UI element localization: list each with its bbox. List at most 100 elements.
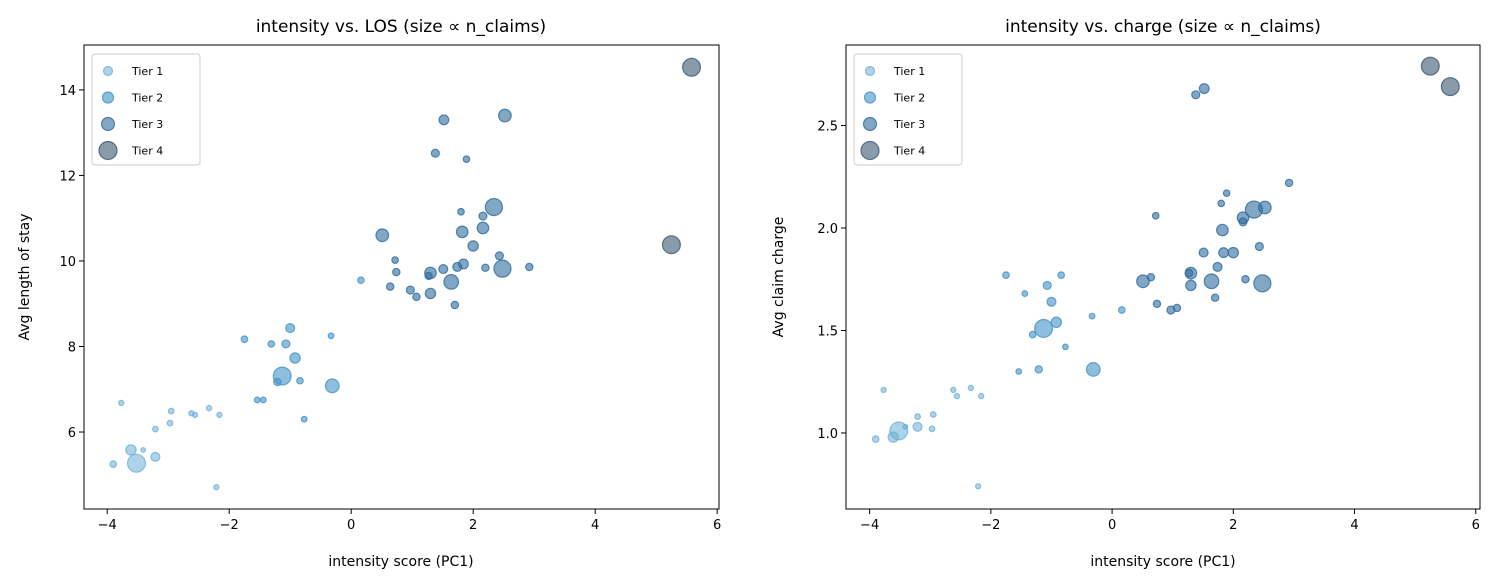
- right-scatter-panel: intensity vs. charge (size ∝ n_claims) i…: [771, 17, 1481, 570]
- data-point-tier-2: [1117, 306, 1126, 314]
- data-point-tier-3: [1217, 199, 1226, 208]
- data-point-tier-1: [167, 407, 175, 415]
- data-point-tier-1: [914, 413, 921, 420]
- data-point-tier-2: [240, 335, 249, 344]
- data-point-tier-3: [1146, 272, 1156, 282]
- legend-label: Tier 4: [893, 145, 925, 158]
- x-tick-label: 2: [469, 518, 477, 533]
- data-point-tier-3: [424, 287, 437, 300]
- data-point-tier-1: [191, 411, 199, 419]
- data-point-tier-3: [443, 274, 460, 290]
- x-tick-label: −2: [981, 518, 1000, 533]
- x-tick-label: −4: [98, 518, 117, 533]
- data-point-tier-3: [1172, 303, 1182, 313]
- data-point-tier-3: [455, 225, 469, 239]
- legend-label: Tier 3: [893, 118, 925, 131]
- data-point-tier-2: [1046, 296, 1057, 307]
- data-point-tier-3: [1212, 261, 1223, 273]
- data-point-tier-1: [928, 425, 936, 433]
- data-point-tier-2: [1088, 312, 1096, 320]
- data-point-tier-1: [967, 384, 975, 392]
- legend-label: Tier 1: [893, 65, 925, 78]
- legend-marker-tier-1: [102, 65, 114, 77]
- data-point-tier-3: [1222, 189, 1231, 198]
- data-point-tier-1: [953, 392, 961, 400]
- data-point-tier-2: [285, 323, 296, 334]
- data-point-tier-3: [1284, 178, 1294, 188]
- right-x-axis-label: intensity score (PC1): [1090, 554, 1235, 570]
- data-point-tier-2: [253, 396, 261, 404]
- y-tick-label: 10: [59, 255, 76, 270]
- data-point-tier-1: [929, 411, 937, 418]
- data-point-tier-2: [289, 352, 301, 364]
- data-point-tier-3: [1210, 293, 1220, 302]
- data-point-tier-2: [1034, 318, 1054, 338]
- data-point-tier-3: [1151, 211, 1160, 220]
- x-tick-label: 6: [713, 518, 721, 533]
- data-point-tier-2: [357, 276, 365, 285]
- legend: Tier 1 Tier 2 Tier 3 Tier 4: [91, 53, 201, 166]
- data-point-tier-1: [118, 399, 125, 407]
- x-tick-label: 4: [591, 518, 599, 533]
- data-point-tier-3: [424, 271, 433, 281]
- data-point-tier-4: [661, 235, 681, 255]
- data-point-tier-3: [1185, 279, 1197, 292]
- points-layer: [871, 56, 1460, 490]
- data-point-tier-3: [375, 228, 390, 243]
- data-point-tier-1: [166, 419, 174, 427]
- data-point-tier-2: [1015, 368, 1023, 375]
- legend-marker-tier-3: [100, 116, 116, 132]
- data-point-tier-1: [150, 451, 161, 462]
- data-point-tier-3: [1253, 274, 1272, 293]
- data-point-tier-3: [494, 251, 504, 261]
- x-tick-label: 2: [1229, 518, 1237, 533]
- data-point-tier-1: [871, 435, 880, 443]
- left-scatter-panel: intensity vs. LOS (size ∝ n_claims) inte…: [17, 17, 721, 570]
- legend-marker-tier-1: [864, 65, 876, 77]
- data-point-tier-3: [1136, 274, 1150, 289]
- legend-label: Tier 4: [131, 145, 163, 158]
- data-point-tier-3: [1198, 83, 1210, 95]
- data-point-tier-2: [1061, 343, 1069, 351]
- data-point-tier-3: [392, 267, 401, 277]
- data-point-tier-2: [1034, 365, 1043, 374]
- data-point-tier-4: [682, 57, 702, 77]
- data-point-tier-3: [1191, 90, 1201, 100]
- y-tick-label: 6: [68, 426, 76, 441]
- data-point-tier-3: [1227, 246, 1240, 259]
- data-point-tier-3: [1184, 268, 1194, 278]
- data-point-tier-3: [1203, 273, 1220, 290]
- x-tick-label: −2: [220, 518, 239, 533]
- y-tick-label: 14: [59, 84, 76, 99]
- data-point-tier-2: [281, 339, 291, 349]
- data-point-tier-3: [405, 285, 415, 295]
- data-point-tier-2: [259, 396, 267, 404]
- data-point-tier-1: [109, 460, 118, 468]
- data-point-tier-2: [1085, 362, 1101, 377]
- data-point-tier-3: [1152, 299, 1162, 309]
- data-point-tier-1: [974, 483, 982, 490]
- data-point-tier-1: [125, 444, 137, 456]
- data-point-tier-1: [213, 484, 220, 491]
- legend-label: Tier 1: [131, 65, 163, 78]
- data-point-tier-3: [493, 259, 512, 278]
- data-point-tier-1: [887, 431, 900, 443]
- data-point-tier-3: [450, 300, 460, 310]
- legend-box: [853, 53, 963, 166]
- data-point-tier-2: [296, 376, 304, 385]
- data-point-tier-3: [1198, 247, 1209, 258]
- legend-marker-tier-2: [101, 91, 115, 104]
- right-y-axis-label: Avg claim charge: [771, 217, 787, 338]
- data-point-tier-1: [151, 425, 159, 433]
- y-tick-label: 1.5: [817, 324, 838, 339]
- data-point-tier-3: [1254, 241, 1264, 252]
- data-point-tier-1: [140, 447, 147, 453]
- data-point-tier-2: [327, 332, 335, 340]
- y-tick-label: 8: [68, 340, 76, 355]
- points-layer: [109, 57, 702, 491]
- legend-label: Tier 2: [893, 92, 925, 105]
- legend-label: Tier 3: [131, 118, 163, 131]
- data-point-tier-2: [1057, 271, 1066, 280]
- y-tick-label: 2.5: [817, 120, 838, 135]
